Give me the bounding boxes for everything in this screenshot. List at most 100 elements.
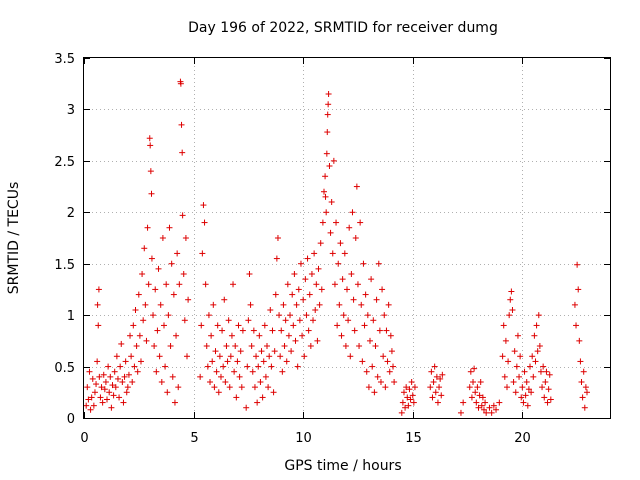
data-point [105, 363, 112, 370]
data-point [251, 384, 258, 391]
data-point [165, 312, 172, 319]
data-point [539, 384, 546, 391]
data-point [369, 363, 376, 370]
data-point [328, 199, 335, 205]
data-point [534, 348, 541, 355]
data-point [245, 317, 252, 324]
data-point [132, 307, 139, 313]
data-point [85, 396, 92, 403]
data-point [508, 288, 515, 295]
data-point [405, 402, 412, 409]
data-point [98, 384, 105, 391]
x-tick-label: 15 [405, 431, 422, 446]
data-point [289, 291, 296, 298]
data-point [238, 384, 245, 391]
data-point [175, 384, 182, 391]
data-point [257, 379, 264, 385]
data-point [279, 368, 286, 375]
data-point [261, 322, 268, 329]
x-tick-label: 10 [295, 431, 312, 446]
data-point [217, 373, 224, 380]
data-point [121, 373, 128, 380]
data-point [255, 363, 262, 370]
data-point [209, 358, 216, 365]
data-point [267, 307, 274, 313]
data-point [265, 384, 272, 391]
data-point [341, 250, 348, 257]
data-point [410, 399, 417, 406]
data-point [307, 343, 314, 349]
data-point [213, 368, 220, 375]
data-point [107, 373, 114, 380]
y-tick-label: 1.5 [54, 258, 75, 273]
data-point [319, 219, 326, 226]
data-point [439, 371, 446, 378]
data-point [303, 312, 310, 319]
data-point [134, 368, 141, 375]
data-point [357, 219, 364, 226]
data-point [528, 389, 535, 396]
data-point [214, 322, 221, 329]
data-point [404, 394, 411, 401]
data-point [360, 260, 367, 267]
data-point [236, 373, 243, 380]
data-point [406, 386, 413, 393]
data-point [128, 353, 135, 360]
data-point [219, 327, 226, 334]
data-point [297, 260, 304, 267]
data-point [331, 281, 338, 288]
data-point [574, 261, 581, 268]
data-point [150, 312, 157, 319]
data-point [436, 384, 443, 391]
data-point [325, 91, 332, 97]
data-point [364, 312, 371, 319]
data-point [249, 368, 256, 375]
data-point [581, 404, 588, 411]
data-point [159, 235, 166, 241]
data-point [287, 312, 294, 319]
data-point [402, 404, 409, 411]
data-point [311, 250, 318, 257]
data-point [222, 379, 229, 385]
data-point [264, 343, 271, 349]
data-point [88, 394, 95, 401]
data-point [509, 307, 516, 313]
data-point [480, 406, 487, 413]
data-point [467, 368, 474, 375]
data-point [324, 111, 331, 118]
data-point [167, 343, 174, 349]
data-point [127, 332, 134, 339]
data-point [400, 389, 407, 396]
data-point [326, 163, 333, 169]
data-points [83, 78, 590, 416]
data-point [96, 373, 103, 380]
data-point [345, 317, 352, 324]
data-point [300, 296, 307, 303]
data-point [580, 368, 587, 375]
data-point [476, 392, 483, 399]
data-point [109, 382, 116, 389]
data-point [179, 149, 186, 156]
data-point [258, 348, 265, 355]
data-point [488, 409, 495, 416]
data-point [511, 348, 518, 355]
data-point [333, 219, 340, 226]
data-point [291, 271, 298, 277]
grid-lines [84, 58, 610, 418]
data-point [254, 399, 261, 406]
data-point [91, 389, 98, 396]
data-point [208, 332, 215, 339]
data-point [477, 379, 484, 385]
data-point [250, 327, 257, 334]
data-point [532, 358, 539, 365]
data-point [527, 363, 534, 370]
data-point [472, 389, 479, 396]
data-point [122, 358, 129, 365]
data-point [299, 332, 306, 339]
data-point [371, 389, 378, 396]
data-point [375, 260, 382, 267]
data-point [170, 291, 177, 298]
data-point [95, 322, 102, 329]
data-point [391, 379, 398, 385]
data-point [158, 379, 165, 385]
